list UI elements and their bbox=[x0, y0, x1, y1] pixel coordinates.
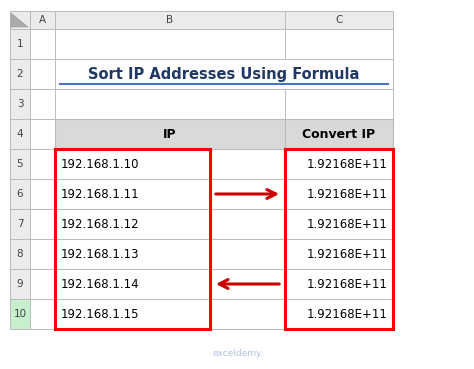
Bar bbox=[30, 269, 55, 299]
Bar bbox=[285, 239, 393, 269]
Text: 7: 7 bbox=[17, 219, 23, 229]
Bar bbox=[55, 179, 285, 209]
Bar bbox=[55, 119, 285, 149]
Bar bbox=[55, 209, 285, 239]
Bar bbox=[55, 239, 285, 269]
Text: Sort IP Addresses Using Formula: Sort IP Addresses Using Formula bbox=[88, 66, 360, 82]
Bar bbox=[30, 11, 55, 29]
Text: 1.92168E+11: 1.92168E+11 bbox=[307, 248, 388, 261]
Text: exceldemy: exceldemy bbox=[212, 348, 262, 358]
Text: 1.92168E+11: 1.92168E+11 bbox=[307, 217, 388, 231]
Text: 3: 3 bbox=[17, 99, 23, 109]
Bar bbox=[55, 149, 285, 179]
Bar bbox=[30, 179, 55, 209]
Bar bbox=[30, 149, 55, 179]
Bar bbox=[285, 11, 393, 29]
Bar bbox=[55, 239, 285, 269]
Bar bbox=[30, 209, 55, 239]
Bar bbox=[55, 59, 285, 89]
Text: 8: 8 bbox=[17, 249, 23, 259]
Bar bbox=[285, 299, 393, 329]
Text: 5: 5 bbox=[17, 159, 23, 169]
Text: 192.168.1.13: 192.168.1.13 bbox=[61, 248, 139, 261]
Text: IP: IP bbox=[163, 128, 177, 141]
Bar bbox=[55, 299, 285, 329]
Bar bbox=[30, 239, 55, 269]
Text: C: C bbox=[335, 15, 343, 25]
Bar bbox=[10, 209, 30, 239]
Bar bbox=[10, 89, 30, 119]
Text: 2: 2 bbox=[17, 69, 23, 79]
Bar bbox=[30, 29, 55, 59]
Bar bbox=[55, 299, 285, 329]
Bar bbox=[30, 119, 55, 149]
Bar bbox=[10, 239, 30, 269]
Bar bbox=[10, 269, 30, 299]
Bar bbox=[285, 269, 393, 299]
Text: Convert IP: Convert IP bbox=[302, 128, 375, 141]
Text: 192.168.1.10: 192.168.1.10 bbox=[61, 158, 139, 170]
Bar bbox=[30, 59, 55, 89]
Text: 6: 6 bbox=[17, 189, 23, 199]
Bar bbox=[55, 29, 285, 59]
Bar bbox=[55, 59, 393, 89]
Bar bbox=[55, 209, 285, 239]
Text: A: A bbox=[39, 15, 46, 25]
Text: 9: 9 bbox=[17, 279, 23, 289]
Text: 1.92168E+11: 1.92168E+11 bbox=[307, 187, 388, 200]
Text: 192.168.1.12: 192.168.1.12 bbox=[61, 217, 140, 231]
Bar bbox=[10, 149, 30, 179]
Bar bbox=[285, 59, 393, 89]
Bar bbox=[285, 119, 393, 149]
Text: 192.168.1.15: 192.168.1.15 bbox=[61, 307, 139, 321]
Bar bbox=[285, 149, 393, 179]
Bar bbox=[10, 179, 30, 209]
Text: 1: 1 bbox=[17, 39, 23, 49]
Text: 192.168.1.11: 192.168.1.11 bbox=[61, 187, 140, 200]
Bar bbox=[285, 89, 393, 119]
Bar bbox=[10, 299, 30, 329]
Bar bbox=[285, 149, 393, 179]
Text: 10: 10 bbox=[13, 309, 27, 319]
Bar bbox=[55, 11, 285, 29]
Bar bbox=[10, 11, 30, 29]
Bar bbox=[55, 269, 285, 299]
Bar bbox=[30, 89, 55, 119]
Text: 1.92168E+11: 1.92168E+11 bbox=[307, 158, 388, 170]
Text: 1.92168E+11: 1.92168E+11 bbox=[307, 277, 388, 290]
Bar bbox=[285, 209, 393, 239]
Bar bbox=[30, 299, 55, 329]
Bar bbox=[285, 179, 393, 209]
Bar bbox=[285, 29, 393, 59]
Bar bbox=[10, 59, 30, 89]
Text: 192.168.1.14: 192.168.1.14 bbox=[61, 277, 140, 290]
Bar bbox=[55, 269, 285, 299]
Bar bbox=[285, 299, 393, 329]
Bar bbox=[285, 149, 393, 329]
Text: B: B bbox=[166, 15, 173, 25]
Polygon shape bbox=[11, 13, 28, 27]
Bar bbox=[10, 29, 30, 59]
Bar bbox=[285, 209, 393, 239]
Bar bbox=[55, 119, 285, 149]
Bar bbox=[55, 89, 285, 119]
Bar bbox=[55, 149, 285, 179]
Bar bbox=[285, 239, 393, 269]
Bar bbox=[285, 269, 393, 299]
Text: 4: 4 bbox=[17, 129, 23, 139]
Bar bbox=[55, 179, 285, 209]
Bar bbox=[285, 179, 393, 209]
Bar bbox=[285, 119, 393, 149]
Bar bbox=[10, 119, 30, 149]
Text: 1.92168E+11: 1.92168E+11 bbox=[307, 307, 388, 321]
Bar bbox=[55, 149, 210, 329]
